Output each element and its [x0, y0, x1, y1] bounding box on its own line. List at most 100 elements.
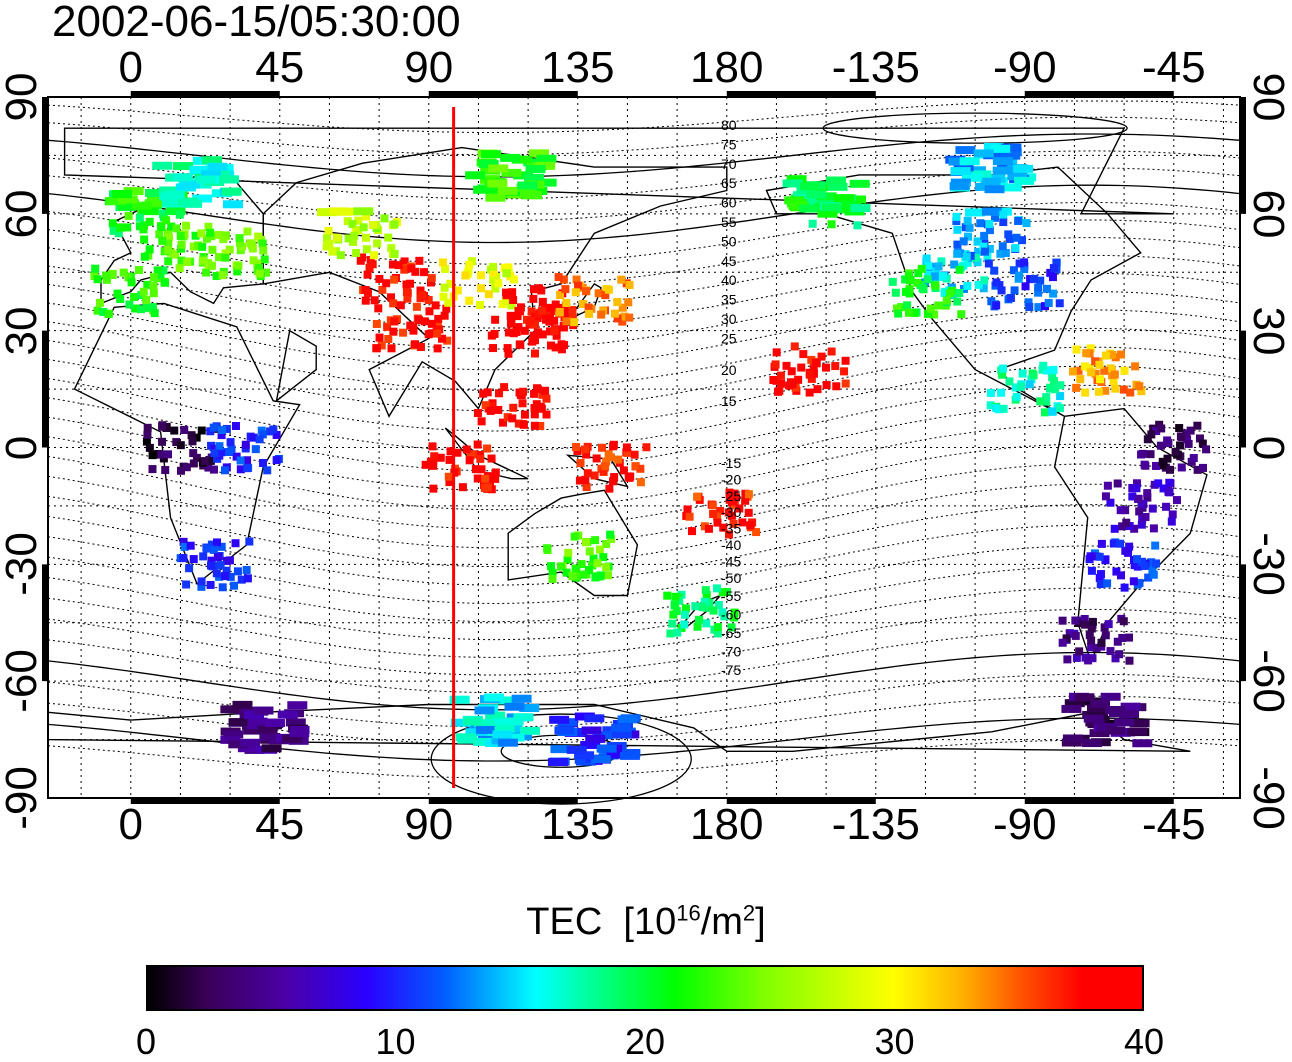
tec-point [599, 553, 608, 562]
tec-point [189, 555, 198, 564]
tec-point [474, 719, 495, 728]
tec-point [1085, 364, 1094, 373]
tec-point [1029, 371, 1038, 380]
tec-point [1132, 479, 1141, 488]
tec-point [1071, 616, 1080, 625]
tec-point [420, 268, 429, 277]
tec-point [237, 575, 246, 584]
tec-point [582, 483, 591, 492]
tec-point [606, 530, 615, 539]
tec-point [566, 745, 587, 754]
tec-point [782, 179, 803, 188]
tec-point [114, 229, 123, 238]
tec-point [671, 601, 680, 610]
tec-point [562, 317, 571, 326]
right-lat-tick-label: 30 [1244, 306, 1292, 356]
tec-point [1001, 183, 1022, 192]
tec-point [1096, 570, 1105, 579]
tec-point [917, 264, 926, 273]
tec-point [573, 571, 582, 580]
tec-point [704, 524, 713, 533]
tec-point [1100, 366, 1109, 375]
tec-point [255, 435, 264, 444]
tec-point [1166, 465, 1175, 474]
tec-point [623, 448, 632, 457]
tec-point [820, 196, 841, 205]
tec-point [481, 150, 502, 159]
tec-point [260, 255, 269, 264]
tec-point [199, 256, 208, 265]
tec-point [542, 410, 551, 419]
tec-point [841, 379, 850, 388]
tec-point [450, 718, 471, 727]
tec-point [530, 404, 539, 413]
tec-point [542, 394, 551, 403]
tec-point [1176, 441, 1185, 450]
tec-point [572, 275, 581, 284]
mag-contour [47, 443, 1241, 530]
tec-point [1110, 370, 1119, 379]
tec-point [1036, 397, 1045, 406]
tec-point [322, 242, 331, 251]
tec-point [964, 208, 985, 217]
tec-point [794, 375, 803, 384]
tec-point [421, 460, 430, 469]
tec-point [198, 242, 207, 251]
tec-point [504, 702, 525, 711]
tec-point [161, 466, 170, 475]
tec-point [104, 309, 113, 318]
tec-point [1022, 219, 1031, 228]
tec-point [800, 182, 821, 191]
tec-point [1025, 302, 1034, 311]
tec-point [219, 235, 228, 244]
tec-point [231, 539, 240, 548]
tec-point [1112, 567, 1121, 576]
tec-point [981, 247, 990, 256]
tec-point [95, 298, 104, 307]
tec-point [485, 711, 506, 720]
tec-point [444, 472, 453, 481]
tec-point [1004, 230, 1013, 239]
tec-point [424, 330, 433, 339]
tec-point [108, 269, 117, 278]
frame-tick-marks [42, 91, 1246, 804]
tec-point [212, 569, 221, 578]
tec-point [1020, 265, 1029, 274]
tec-point [965, 223, 974, 232]
tec-point [255, 264, 264, 273]
tec-point [550, 326, 559, 335]
tec-point [235, 238, 244, 247]
tec-point [332, 233, 341, 242]
tec-point [1089, 729, 1110, 738]
tec-point [475, 725, 496, 734]
tec-point [208, 245, 217, 254]
tec-point [809, 369, 818, 378]
tec-point [1116, 506, 1125, 515]
tec-point [720, 612, 729, 621]
tec-point [576, 459, 585, 468]
contour-label: -55 [721, 588, 741, 604]
tec-point [457, 735, 478, 744]
tec-point [1012, 233, 1021, 242]
tec-point [1120, 366, 1129, 375]
tec-point [773, 387, 782, 396]
tec-point [508, 414, 517, 423]
tec-point [1143, 489, 1152, 498]
tec-point [242, 566, 251, 575]
tec-point [416, 286, 425, 295]
tec-point [503, 344, 512, 353]
tec-point [1103, 481, 1112, 490]
tec-point [547, 758, 568, 767]
contour-label: 15 [721, 393, 737, 409]
tec-point [547, 562, 556, 571]
tec-point [216, 561, 225, 570]
tec-point [573, 447, 582, 456]
tec-point [930, 272, 939, 281]
tec-point [145, 245, 154, 254]
tec-point [990, 213, 999, 222]
tec-point [491, 474, 500, 483]
tec-point [1106, 364, 1115, 373]
contour-label: -15 [721, 455, 741, 471]
colorbar-tick-label: 0 [135, 1021, 157, 1062]
tec-point [617, 715, 638, 724]
